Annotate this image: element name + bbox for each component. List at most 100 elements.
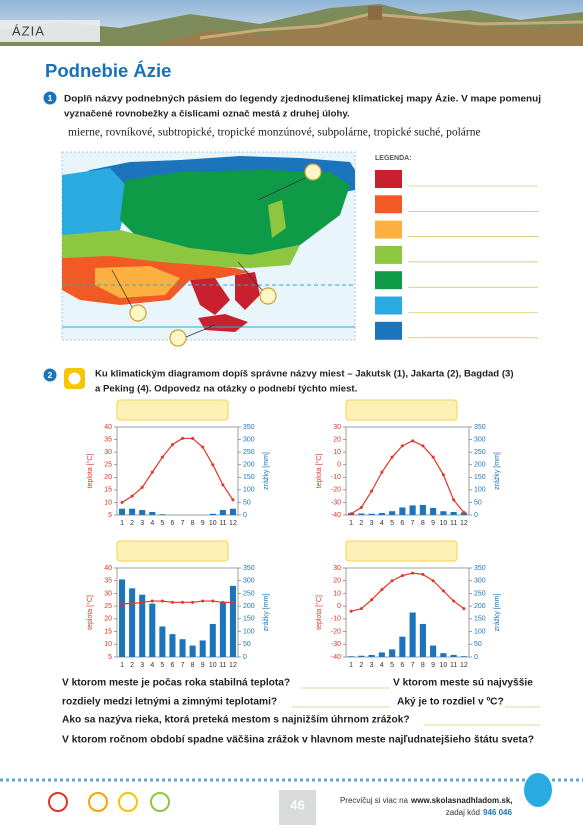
y-tick-label: 0: [337, 603, 341, 610]
x-tick-label: 8: [191, 662, 195, 669]
temperature-point: [431, 455, 435, 459]
temperature-line: [350, 572, 465, 612]
temperature-point: [411, 571, 415, 575]
y-tick-label: 15: [104, 487, 112, 494]
temperature-point: [231, 498, 235, 502]
x-tick-label: 7: [181, 662, 185, 669]
temperature-point: [411, 439, 415, 443]
y2-axis-label: zrážky [mm]: [494, 594, 501, 632]
precipitation-bar: [229, 585, 236, 657]
section-label: ÁZIA: [12, 23, 45, 38]
y2-tick-label: 200: [243, 603, 255, 610]
task-number: 1: [48, 93, 53, 103]
precipitation-bar: [219, 509, 226, 515]
footer: 46 Precvičuj si viac na www.skolasnadhla…: [0, 773, 583, 825]
x-tick-label: 1: [120, 662, 124, 669]
y2-tick-label: 0: [474, 512, 478, 519]
temperature-point: [191, 600, 195, 604]
legend-title: LEGENDA:: [375, 155, 412, 162]
temperature-point: [462, 607, 466, 611]
y-tick-label: 25: [104, 462, 112, 469]
city-name-box: [345, 399, 458, 421]
x-tick-label: 12: [460, 520, 468, 527]
y2-tick-label: 50: [243, 499, 251, 506]
x-tick-label: 11: [219, 662, 226, 669]
legend: [375, 170, 538, 340]
precipitation-bar: [119, 579, 126, 657]
legend-swatch: [375, 170, 402, 188]
x-tick-label: 5: [390, 520, 394, 527]
x-tick-label: 10: [439, 662, 447, 669]
y-tick-label: 10: [333, 590, 341, 597]
footer-site: www.skolasnadhladom.sk,: [410, 796, 513, 805]
temperature-point: [390, 579, 394, 583]
precipitation-bar: [348, 656, 355, 657]
temperature-point: [170, 443, 174, 447]
y-tick-label: 10: [104, 641, 112, 648]
x-tick-label: 1: [349, 520, 353, 527]
options: mierne, rovníkové, subtropické, tropické…: [68, 127, 481, 139]
x-tick-label: 9: [431, 662, 435, 669]
y-tick-label: 20: [104, 474, 112, 481]
y2-tick-label: 50: [474, 499, 482, 506]
y2-tick-label: 300: [243, 578, 255, 585]
task-text: Doplň názvy podnebných pásiem do legendy…: [64, 93, 541, 105]
plot-frame: [345, 567, 470, 658]
temperature-point: [201, 445, 205, 449]
footer-code: 946 046: [483, 808, 512, 817]
temperature-point: [390, 455, 394, 459]
temperature-point: [380, 470, 384, 474]
task-number: 2: [48, 370, 53, 380]
y2-tick-label: 250: [243, 590, 255, 597]
y-tick-label: 30: [104, 590, 112, 597]
temperature-point: [441, 473, 445, 477]
y2-tick-label: 100: [243, 628, 255, 635]
y2-tick-label: 350: [474, 565, 486, 572]
precipitation-bar: [209, 623, 216, 657]
temperature-point: [211, 463, 215, 467]
question: Ako sa nazýva rieka, ktorá preteká mesto…: [62, 715, 410, 726]
temperature-point: [140, 485, 144, 489]
x-tick-label: 2: [359, 662, 363, 669]
precipitation-bar: [378, 652, 385, 657]
temperature-point: [150, 599, 154, 603]
temperature-point: [359, 607, 363, 611]
y-tick-label: 20: [333, 578, 341, 585]
temperature-point: [221, 600, 225, 604]
precipitation-bar: [389, 649, 396, 657]
y-tick-label: -40: [331, 654, 341, 661]
x-tick-label: 7: [181, 520, 185, 527]
temperature-point: [181, 600, 185, 604]
temperature-line: [121, 437, 234, 503]
header-banner: ÁZIA: [0, 0, 583, 46]
x-tick-label: 3: [370, 520, 374, 527]
legend-swatch: [375, 195, 402, 214]
y-tick-label: 20: [104, 616, 112, 623]
legend-swatch: [375, 296, 402, 315]
temperature-point: [170, 600, 174, 604]
temperature-point: [221, 483, 225, 487]
precipitation-bar: [378, 512, 385, 515]
y2-tick-label: 100: [243, 487, 255, 494]
y2-tick-label: 150: [243, 616, 255, 623]
task-badge: [43, 91, 57, 105]
legend-swatch: [375, 245, 402, 264]
y2-tick-label: 100: [474, 487, 486, 494]
legend-swatch: [375, 271, 402, 290]
precipitation-bar: [440, 653, 447, 657]
plot-frame: [116, 567, 239, 658]
y2-tick-label: 150: [243, 474, 255, 481]
x-tick-label: 4: [380, 520, 384, 527]
precipitation-bar: [409, 505, 416, 515]
y2-tick-label: 200: [243, 462, 255, 469]
y2-tick-label: 0: [243, 512, 247, 519]
x-tick-label: 11: [450, 662, 457, 669]
y-tick-label: -10: [331, 474, 341, 481]
temperature-point: [211, 599, 215, 603]
precipitation-bar: [219, 602, 226, 657]
x-tick-label: 2: [359, 520, 363, 527]
temperature-point: [421, 444, 425, 448]
x-tick-label: 11: [219, 520, 226, 527]
y-axis-label: teplota [°C]: [86, 454, 94, 489]
